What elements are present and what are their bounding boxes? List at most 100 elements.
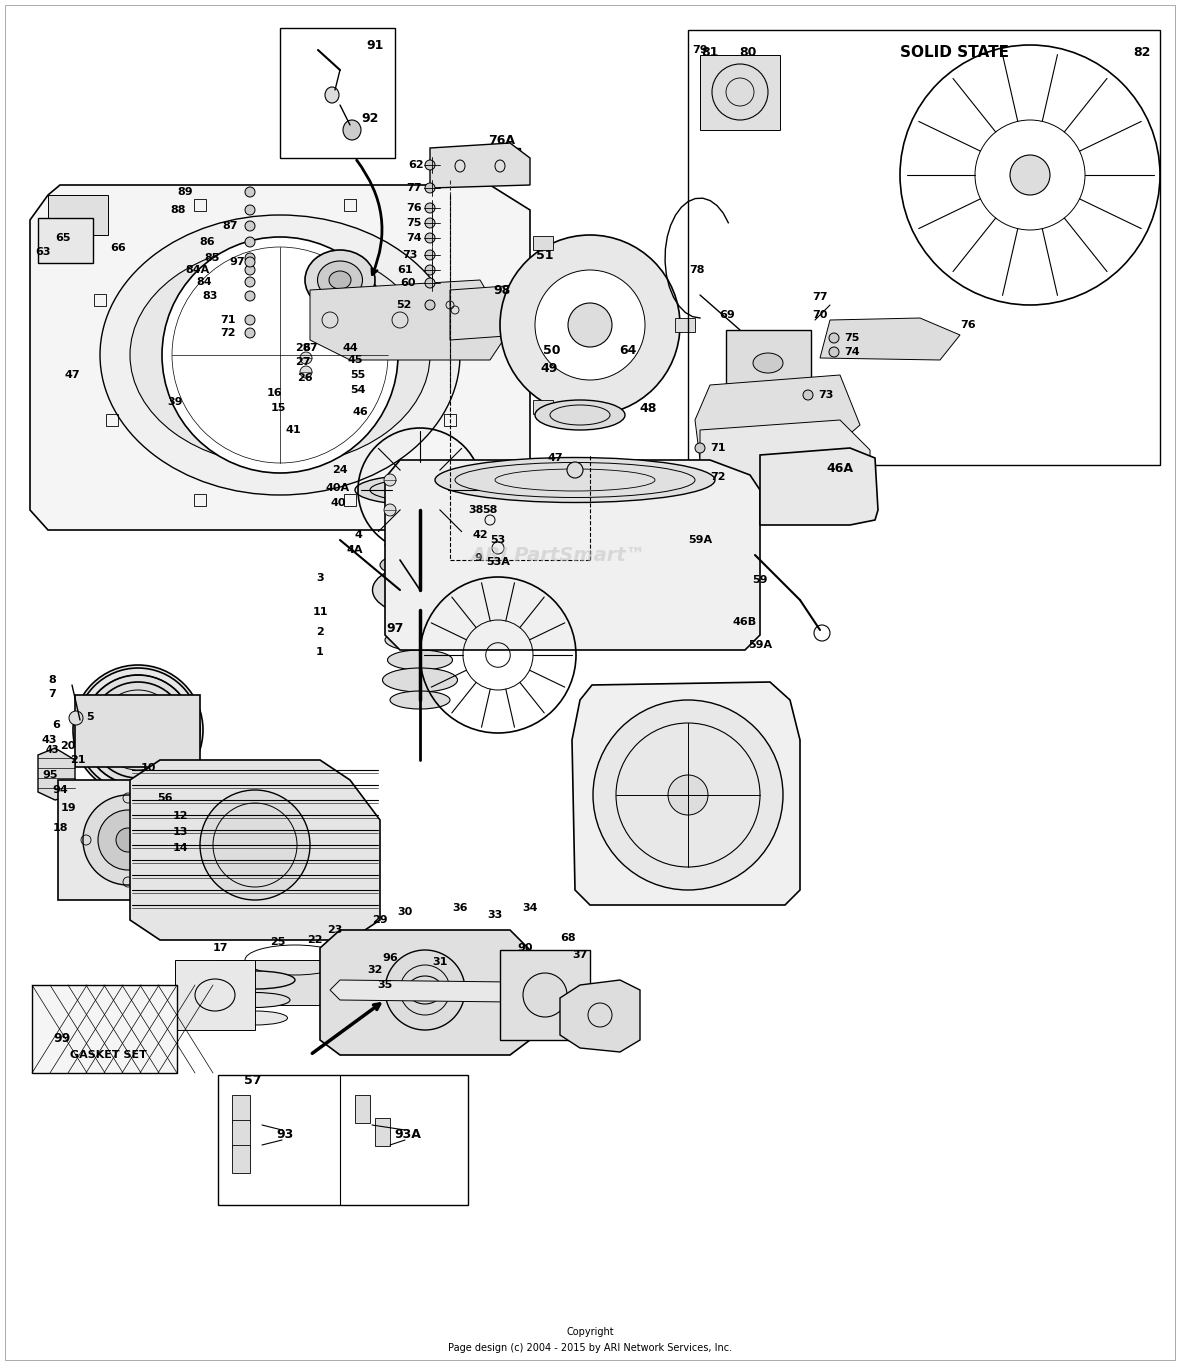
Circle shape [116, 829, 140, 852]
Text: 40A: 40A [326, 483, 350, 493]
Circle shape [804, 390, 813, 400]
Text: Page design (c) 2004 - 2015 by ARI Network Services, Inc.: Page design (c) 2004 - 2015 by ARI Netwo… [448, 1343, 732, 1353]
Bar [215, 960, 375, 1005]
Bar [532, 236, 552, 250]
Text: 95: 95 [42, 770, 58, 779]
Text: 35: 35 [378, 980, 393, 990]
Circle shape [245, 291, 255, 302]
Text: 87: 87 [222, 221, 237, 231]
Text: 84A: 84A [186, 265, 210, 274]
Bar [48, 195, 109, 235]
Text: 13: 13 [172, 827, 188, 837]
Text: 31: 31 [432, 957, 447, 966]
Text: 12: 12 [172, 811, 188, 820]
Text: 50: 50 [543, 344, 560, 356]
Text: 45: 45 [347, 355, 362, 364]
Text: 75: 75 [406, 218, 421, 228]
Polygon shape [560, 980, 640, 1052]
Text: 91: 91 [366, 38, 384, 52]
Text: 20: 20 [60, 741, 76, 751]
Ellipse shape [535, 400, 625, 430]
Circle shape [1010, 156, 1050, 195]
Text: 10: 10 [140, 763, 156, 773]
Ellipse shape [343, 120, 361, 141]
Bar [218, 1076, 468, 1205]
Text: 66: 66 [110, 243, 126, 253]
Text: 81: 81 [701, 45, 719, 59]
Circle shape [384, 474, 396, 486]
Text: 47: 47 [548, 453, 563, 463]
Text: 5: 5 [86, 713, 94, 722]
Circle shape [712, 64, 768, 120]
Text: 14: 14 [172, 844, 188, 853]
Circle shape [523, 973, 568, 1017]
Text: 1: 1 [316, 647, 323, 657]
Bar [675, 318, 695, 332]
Text: 33: 33 [487, 910, 503, 920]
Polygon shape [430, 143, 530, 188]
Text: 38: 38 [468, 505, 484, 515]
Circle shape [245, 315, 255, 325]
Text: 8: 8 [48, 676, 55, 685]
Polygon shape [320, 930, 530, 1055]
Circle shape [245, 205, 255, 216]
Circle shape [668, 775, 708, 815]
Text: SOLID STATE: SOLID STATE [899, 45, 1009, 60]
Circle shape [245, 265, 255, 274]
Ellipse shape [435, 457, 715, 502]
Text: 92: 92 [361, 112, 379, 124]
Circle shape [695, 444, 704, 453]
Circle shape [245, 187, 255, 197]
Ellipse shape [385, 629, 455, 651]
Circle shape [500, 235, 680, 415]
Text: 79: 79 [693, 45, 708, 55]
Circle shape [425, 203, 435, 213]
Text: 47: 47 [64, 370, 80, 379]
Text: 83: 83 [202, 291, 217, 302]
Text: 56: 56 [157, 793, 172, 803]
Ellipse shape [382, 667, 458, 692]
Text: 24: 24 [333, 465, 348, 475]
Bar [500, 950, 590, 1040]
Ellipse shape [373, 565, 467, 616]
Circle shape [300, 366, 312, 378]
Text: 77: 77 [406, 183, 421, 192]
Polygon shape [310, 280, 510, 360]
Bar [450, 147, 520, 183]
Text: 26: 26 [297, 373, 313, 384]
Text: 27: 27 [295, 358, 310, 367]
Bar [700, 55, 780, 130]
Text: 61: 61 [398, 265, 413, 274]
Text: 62: 62 [408, 160, 424, 171]
Text: 3: 3 [316, 573, 323, 583]
Text: 58: 58 [483, 505, 498, 515]
Text: 69: 69 [719, 310, 735, 319]
Text: 71: 71 [710, 444, 726, 453]
Text: 88: 88 [170, 205, 185, 216]
Text: 76A: 76A [489, 134, 516, 146]
Text: 15: 15 [270, 403, 286, 414]
Text: 46: 46 [352, 407, 368, 416]
Polygon shape [695, 375, 860, 460]
Text: 76: 76 [961, 319, 976, 330]
Text: 16: 16 [267, 388, 283, 399]
Ellipse shape [324, 87, 339, 102]
Text: 74: 74 [844, 347, 860, 358]
Bar [444, 414, 455, 426]
Circle shape [425, 265, 435, 274]
Circle shape [568, 461, 583, 478]
Ellipse shape [380, 553, 460, 577]
Circle shape [695, 472, 704, 482]
Text: 42: 42 [472, 530, 487, 541]
Bar [232, 1145, 250, 1173]
Circle shape [245, 221, 255, 231]
Text: 80: 80 [740, 45, 756, 59]
Text: 43: 43 [41, 734, 57, 745]
Circle shape [83, 676, 194, 785]
Ellipse shape [355, 475, 485, 505]
Text: 59A: 59A [748, 640, 772, 650]
Ellipse shape [329, 272, 350, 289]
Bar [38, 218, 93, 263]
Circle shape [199, 790, 310, 900]
Text: 72: 72 [221, 328, 236, 339]
